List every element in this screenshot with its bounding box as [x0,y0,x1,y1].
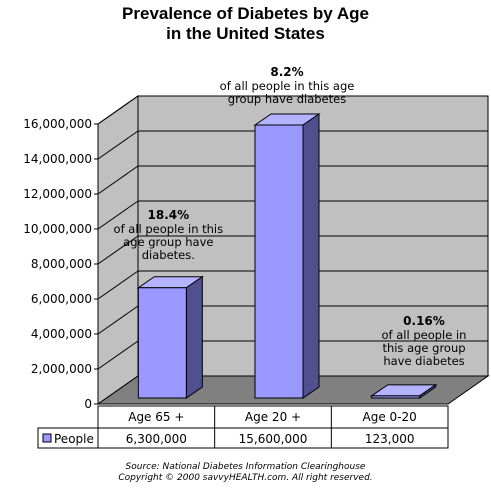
x-category-label: Age 0-20 [363,410,417,424]
y-tick-label: 16,000,000 [23,117,92,131]
gridline-side [97,95,139,125]
annotation-text: age group have [123,235,213,249]
source-note: Source: National Diabetes Information Cl… [125,462,366,472]
chart-title-line-2: in the United States [166,24,325,43]
y-tick-label: 10,000,000 [23,222,92,236]
gridline-side [97,340,139,370]
gridline-side [97,235,139,265]
annotation-percent: 18.4% [148,208,190,222]
annotation-percent: 0.16% [403,314,445,328]
annotation-text: of all people in [382,328,467,342]
gridline-side [97,130,139,160]
x-category-label: Age 65 + [128,410,184,424]
annotation-text: group have diabetes [228,92,346,106]
chart-title-line-1: Prevalence of Diabetes by Age [122,4,369,23]
copyright-note: Copyright © 2000 savvyHEALTH.com. All ri… [118,473,373,483]
annotation-percent: 8.2% [270,65,303,79]
gridline-side [97,305,139,335]
annotation-text: of all people in this [114,222,224,236]
y-tick-label: 2,000,000 [31,362,92,376]
bar-side [302,113,320,399]
bar [371,395,421,399]
data-table-value: 123,000 [365,432,415,446]
y-tick-label: 8,000,000 [31,257,92,271]
y-tick-label: 6,000,000 [31,292,92,306]
bar [137,287,187,399]
gridline-side [97,270,139,300]
legend-swatch [42,433,52,443]
y-tick-label: 14,000,000 [23,152,92,166]
annotation-text: have diabetes [383,354,464,368]
y-tick-label: 4,000,000 [31,327,92,341]
data-table-value: 15,600,000 [239,432,308,446]
annotation-text: this age group [382,341,465,355]
y-tick-label: 12,000,000 [23,187,92,201]
x-category-label: Age 20 + [245,410,301,424]
legend-label: People [54,432,94,446]
table-data-row [37,427,449,449]
y-tick-label: 0 [84,397,92,411]
bar [254,124,304,399]
annotation-text: diabetes. [142,248,195,262]
bar-side [185,275,203,399]
gridline-side [97,165,139,195]
data-table-value: 6,300,000 [126,432,187,446]
annotation-text: of all people in this age [220,79,355,93]
gridline-side [97,200,139,230]
